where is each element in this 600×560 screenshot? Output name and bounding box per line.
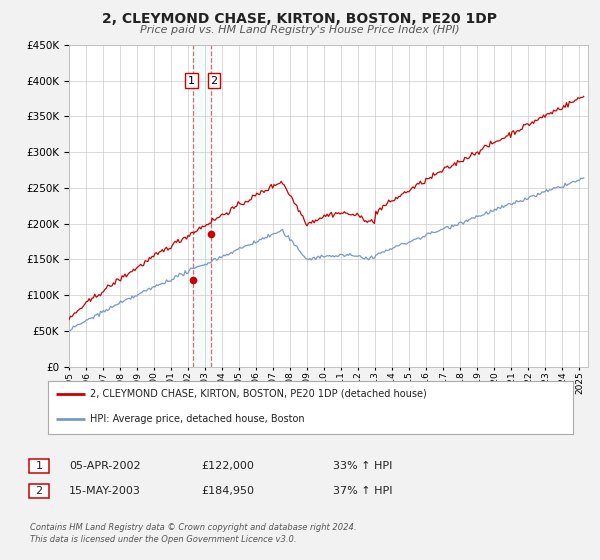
Text: £122,000: £122,000 bbox=[201, 461, 254, 471]
Text: £184,950: £184,950 bbox=[201, 486, 254, 496]
Text: 1: 1 bbox=[35, 461, 43, 471]
Text: 33% ↑ HPI: 33% ↑ HPI bbox=[333, 461, 392, 471]
Text: 37% ↑ HPI: 37% ↑ HPI bbox=[333, 486, 392, 496]
Text: This data is licensed under the Open Government Licence v3.0.: This data is licensed under the Open Gov… bbox=[30, 535, 296, 544]
Bar bbox=[193, 45, 211, 367]
Text: Price paid vs. HM Land Registry's House Price Index (HPI): Price paid vs. HM Land Registry's House … bbox=[140, 25, 460, 35]
Text: 2, CLEYMOND CHASE, KIRTON, BOSTON, PE20 1DP (detached house): 2, CLEYMOND CHASE, KIRTON, BOSTON, PE20 … bbox=[90, 389, 427, 399]
Text: HPI: Average price, detached house, Boston: HPI: Average price, detached house, Bost… bbox=[90, 414, 305, 423]
Text: 2, CLEYMOND CHASE, KIRTON, BOSTON, PE20 1DP: 2, CLEYMOND CHASE, KIRTON, BOSTON, PE20 … bbox=[103, 12, 497, 26]
Text: 05-APR-2002: 05-APR-2002 bbox=[69, 461, 140, 471]
Text: 15-MAY-2003: 15-MAY-2003 bbox=[69, 486, 141, 496]
Text: 2: 2 bbox=[35, 486, 43, 496]
Text: Contains HM Land Registry data © Crown copyright and database right 2024.: Contains HM Land Registry data © Crown c… bbox=[30, 523, 356, 532]
Text: 2: 2 bbox=[211, 76, 218, 86]
Text: 1: 1 bbox=[188, 76, 195, 86]
